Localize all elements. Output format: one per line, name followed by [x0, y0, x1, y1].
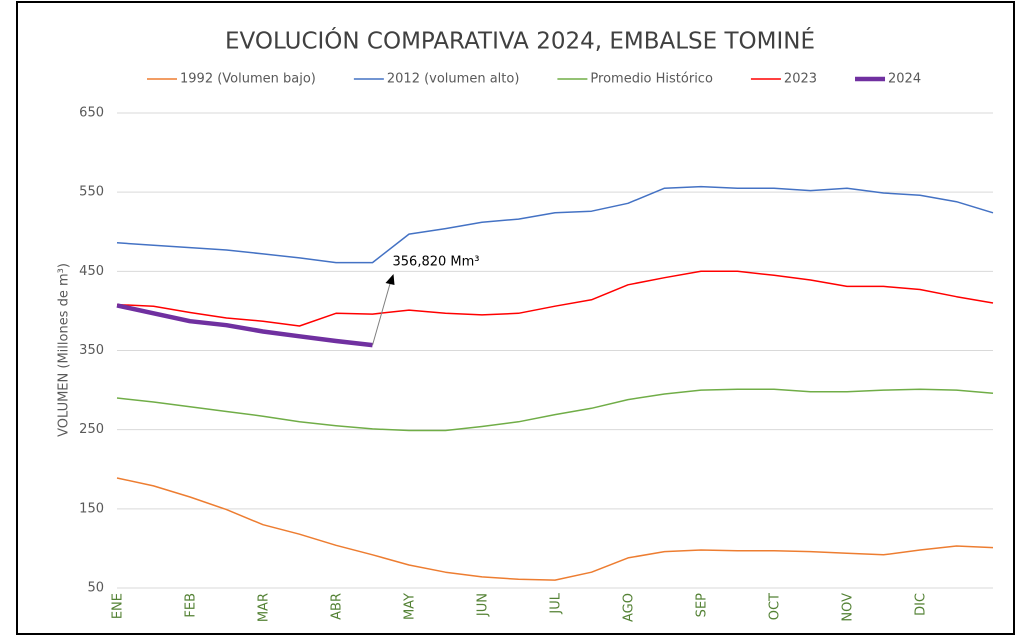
y-tick-label: 350 [79, 343, 104, 358]
annotation-arrow [372, 281, 391, 346]
legend-label: 2024 [888, 72, 921, 87]
annotation-arrowhead [385, 274, 395, 285]
legend-label: 2023 [784, 72, 817, 87]
x-tick-label: MAY [403, 593, 418, 620]
legend-label: 2012 (volumen alto) [387, 72, 520, 87]
x-tick-label: ABR [330, 593, 345, 620]
series-line [116, 303, 373, 348]
y-tick-label: 550 [79, 185, 104, 200]
legend-label: 1992 (Volumen bajo) [180, 72, 316, 87]
x-tick-label: AGO [622, 593, 637, 622]
x-tick-label: JUL [549, 592, 564, 614]
x-tick-label: ENE [111, 593, 126, 619]
x-tick-label: DIC [914, 593, 929, 616]
series-line [116, 270, 994, 327]
x-tick-label: NOV [841, 593, 856, 622]
x-tick-label: MAR [257, 593, 272, 622]
series-line [116, 388, 994, 432]
x-tick-label: FEB [184, 593, 199, 618]
y-tick-label: 50 [87, 581, 104, 596]
series-line [116, 185, 994, 264]
series-line [116, 477, 994, 581]
legend-label: Promedio Histórico [590, 72, 713, 87]
chart-title: EVOLUCIÓN COMPARATIVA 2024, EMBALSE TOMI… [225, 27, 815, 55]
x-tick-label: SEP [695, 593, 710, 617]
x-tick-label: JUN [476, 593, 491, 617]
y-axis-label: VOLUMEN (Millones de m³) [57, 263, 72, 437]
y-tick-label: 150 [79, 501, 104, 516]
y-tick-label: 250 [79, 422, 104, 437]
x-tick-label: OCT [768, 593, 783, 620]
y-tick-label: 450 [79, 264, 104, 279]
annotation: 356,820 Mm³ [393, 255, 480, 270]
y-tick-label: 650 [79, 106, 104, 121]
